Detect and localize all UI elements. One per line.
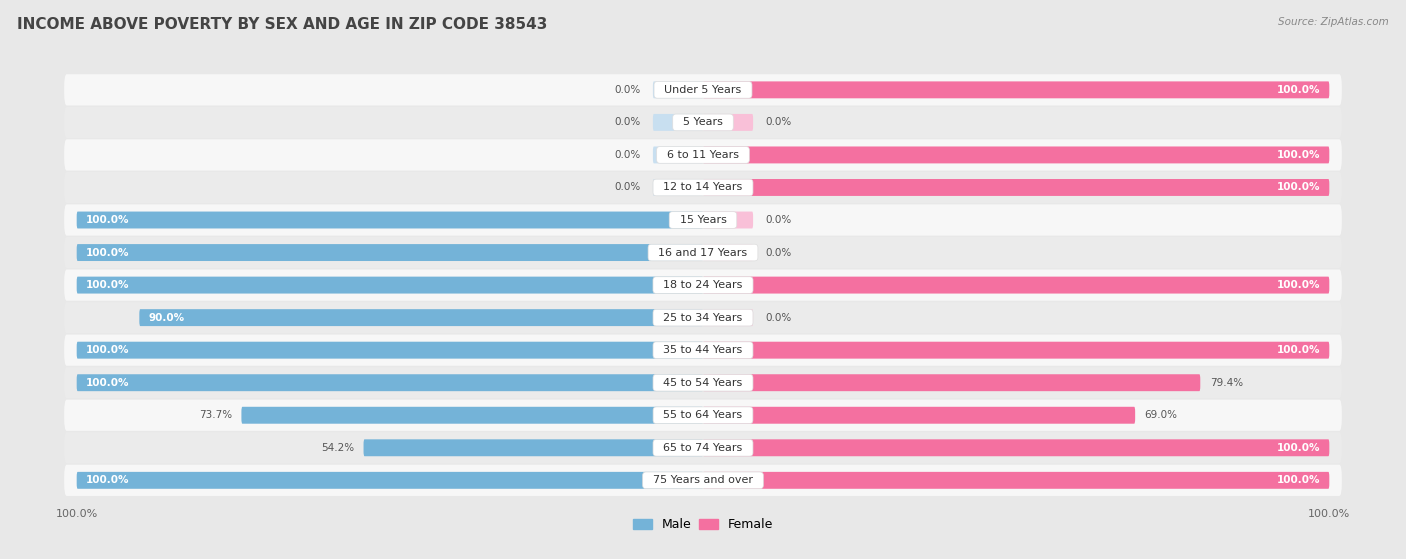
FancyBboxPatch shape: [703, 407, 1135, 424]
FancyBboxPatch shape: [139, 309, 703, 326]
Text: 100.0%: 100.0%: [1277, 280, 1320, 290]
Text: 45 to 54 Years: 45 to 54 Years: [657, 378, 749, 388]
FancyBboxPatch shape: [703, 439, 1329, 456]
Text: Under 5 Years: Under 5 Years: [658, 85, 748, 95]
FancyBboxPatch shape: [703, 146, 1329, 163]
FancyBboxPatch shape: [65, 172, 1341, 203]
FancyBboxPatch shape: [77, 277, 703, 293]
Text: 0.0%: 0.0%: [614, 117, 640, 127]
Text: 100.0%: 100.0%: [86, 248, 129, 258]
Text: 0.0%: 0.0%: [766, 117, 792, 127]
Text: INCOME ABOVE POVERTY BY SEX AND AGE IN ZIP CODE 38543: INCOME ABOVE POVERTY BY SEX AND AGE IN Z…: [17, 17, 547, 32]
FancyBboxPatch shape: [77, 211, 703, 229]
Text: 12 to 14 Years: 12 to 14 Years: [657, 182, 749, 192]
FancyBboxPatch shape: [77, 342, 703, 359]
Text: 0.0%: 0.0%: [766, 312, 792, 323]
Text: 35 to 44 Years: 35 to 44 Years: [657, 345, 749, 355]
Text: 90.0%: 90.0%: [149, 312, 184, 323]
FancyBboxPatch shape: [65, 237, 1341, 268]
Text: 100.0%: 100.0%: [1277, 345, 1320, 355]
FancyBboxPatch shape: [65, 107, 1341, 138]
FancyBboxPatch shape: [77, 374, 703, 391]
FancyBboxPatch shape: [652, 146, 703, 163]
Text: 100.0%: 100.0%: [86, 280, 129, 290]
Text: 0.0%: 0.0%: [766, 215, 792, 225]
Text: 16 and 17 Years: 16 and 17 Years: [651, 248, 755, 258]
Text: 69.0%: 69.0%: [1144, 410, 1178, 420]
Text: 79.4%: 79.4%: [1209, 378, 1243, 388]
Text: 0.0%: 0.0%: [766, 248, 792, 258]
Text: 25 to 34 Years: 25 to 34 Years: [657, 312, 749, 323]
FancyBboxPatch shape: [703, 277, 1329, 293]
Text: 100.0%: 100.0%: [86, 215, 129, 225]
FancyBboxPatch shape: [703, 244, 754, 261]
Text: 100.0%: 100.0%: [1277, 443, 1320, 453]
Text: 55 to 64 Years: 55 to 64 Years: [657, 410, 749, 420]
Text: 100.0%: 100.0%: [1277, 182, 1320, 192]
Text: 0.0%: 0.0%: [614, 182, 640, 192]
Text: Source: ZipAtlas.com: Source: ZipAtlas.com: [1278, 17, 1389, 27]
FancyBboxPatch shape: [65, 205, 1341, 236]
FancyBboxPatch shape: [242, 407, 703, 424]
Text: 100.0%: 100.0%: [1277, 85, 1320, 95]
Text: 73.7%: 73.7%: [198, 410, 232, 420]
FancyBboxPatch shape: [65, 465, 1341, 496]
Text: 0.0%: 0.0%: [614, 85, 640, 95]
Legend: Male, Female: Male, Female: [628, 513, 778, 536]
FancyBboxPatch shape: [65, 302, 1341, 333]
Text: 65 to 74 Years: 65 to 74 Years: [657, 443, 749, 453]
Text: 100.0%: 100.0%: [1277, 150, 1320, 160]
FancyBboxPatch shape: [652, 179, 703, 196]
FancyBboxPatch shape: [65, 269, 1341, 301]
FancyBboxPatch shape: [65, 400, 1341, 431]
FancyBboxPatch shape: [703, 374, 1201, 391]
FancyBboxPatch shape: [652, 82, 703, 98]
FancyBboxPatch shape: [703, 114, 754, 131]
FancyBboxPatch shape: [65, 334, 1341, 366]
FancyBboxPatch shape: [364, 439, 703, 456]
Text: 54.2%: 54.2%: [321, 443, 354, 453]
FancyBboxPatch shape: [703, 309, 754, 326]
Text: 18 to 24 Years: 18 to 24 Years: [657, 280, 749, 290]
FancyBboxPatch shape: [703, 82, 1329, 98]
FancyBboxPatch shape: [77, 244, 703, 261]
Text: 6 to 11 Years: 6 to 11 Years: [659, 150, 747, 160]
Text: 100.0%: 100.0%: [86, 378, 129, 388]
FancyBboxPatch shape: [703, 211, 754, 229]
FancyBboxPatch shape: [65, 74, 1341, 106]
Text: 5 Years: 5 Years: [676, 117, 730, 127]
Text: 0.0%: 0.0%: [614, 150, 640, 160]
FancyBboxPatch shape: [703, 179, 1329, 196]
Text: 75 Years and over: 75 Years and over: [645, 475, 761, 485]
FancyBboxPatch shape: [703, 472, 1329, 489]
FancyBboxPatch shape: [77, 472, 703, 489]
FancyBboxPatch shape: [65, 432, 1341, 463]
FancyBboxPatch shape: [703, 342, 1329, 359]
Text: 100.0%: 100.0%: [86, 345, 129, 355]
FancyBboxPatch shape: [65, 367, 1341, 399]
Text: 15 Years: 15 Years: [672, 215, 734, 225]
FancyBboxPatch shape: [65, 139, 1341, 170]
Text: 100.0%: 100.0%: [86, 475, 129, 485]
Text: 100.0%: 100.0%: [1277, 475, 1320, 485]
FancyBboxPatch shape: [652, 114, 703, 131]
